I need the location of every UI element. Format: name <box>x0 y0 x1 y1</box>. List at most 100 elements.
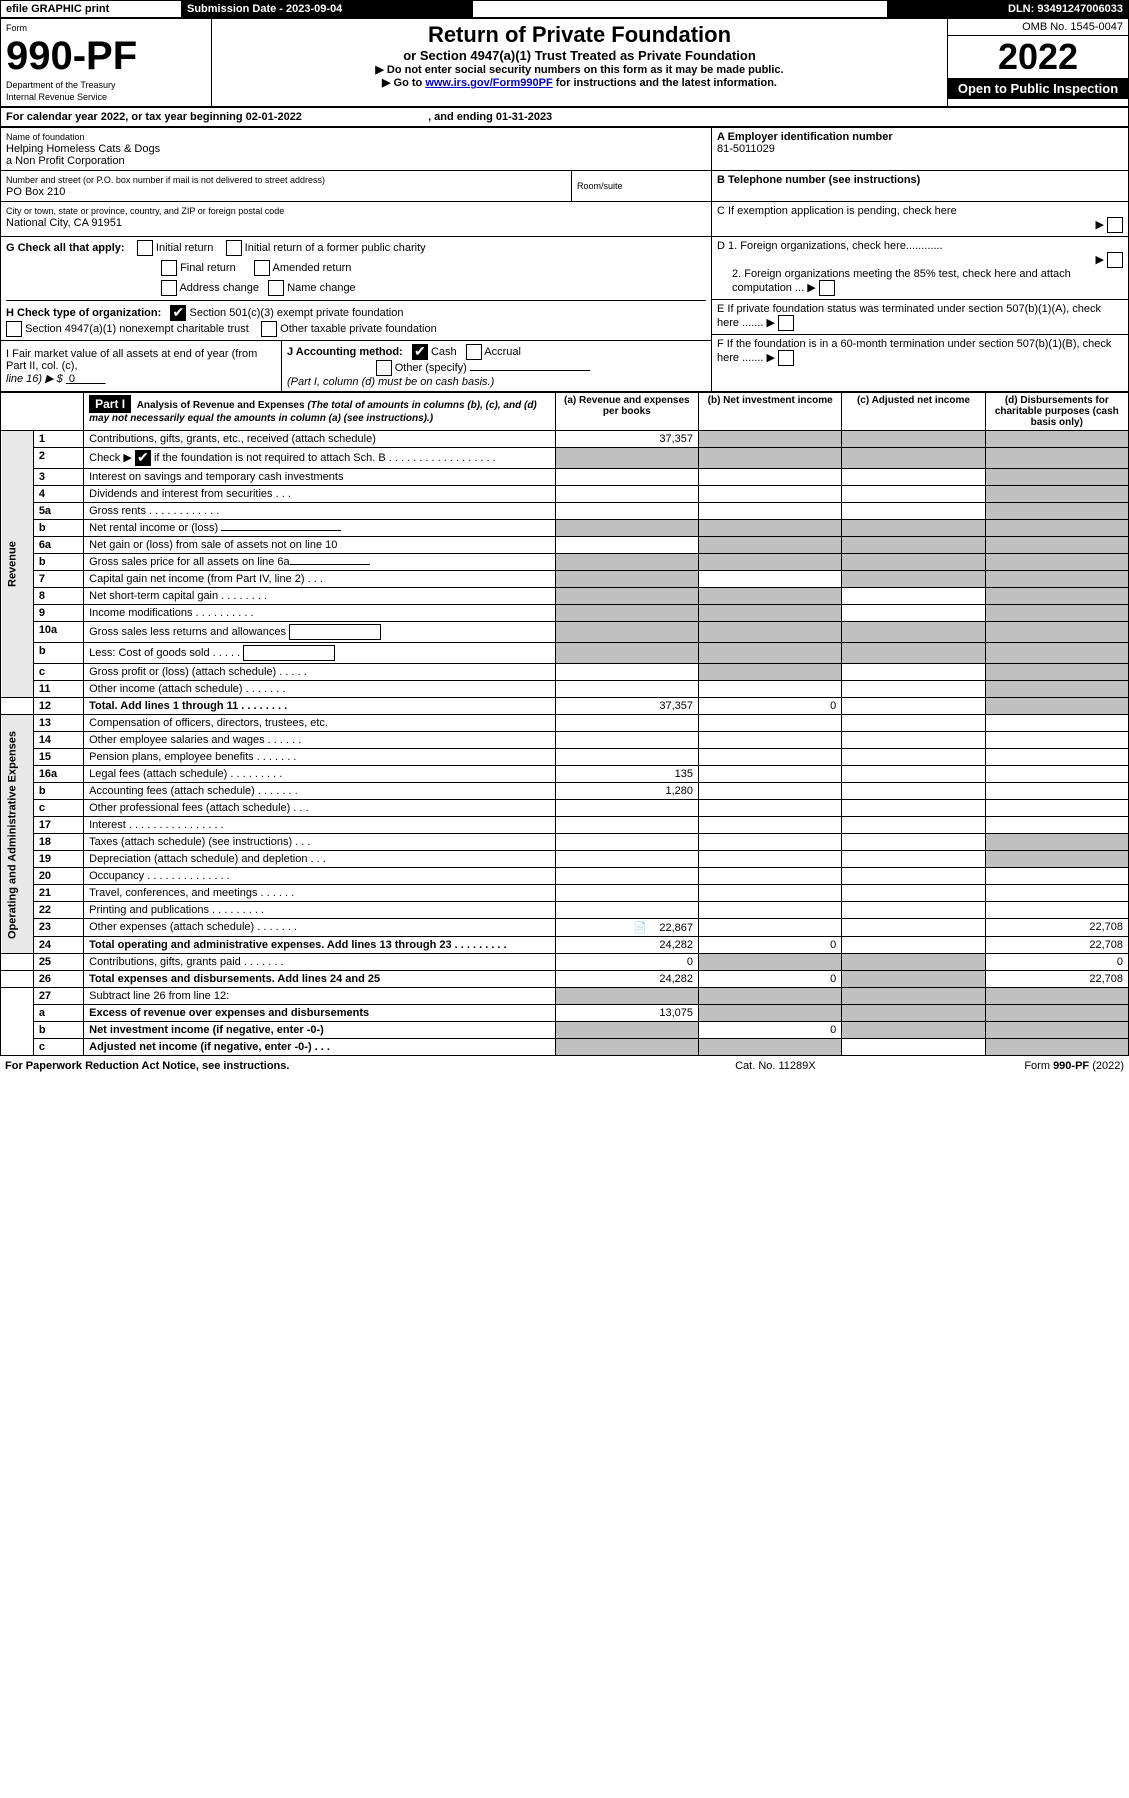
expenses-side: Operating and Administrative Expenses <box>1 715 34 954</box>
form990pf-link[interactable]: www.irs.gov/Form990PF <box>425 77 552 89</box>
row-num: 2 <box>33 448 83 469</box>
instr1: ▶ Do not enter social security numbers o… <box>375 64 783 76</box>
h-501c3-cb[interactable]: ✔ <box>170 305 186 321</box>
footer-right-form: 990-PF <box>1053 1060 1089 1072</box>
street-address: PO Box 210 <box>6 186 65 198</box>
ein: 81-5011029 <box>717 143 775 155</box>
footer-mid: Cat. No. 11289X <box>672 1058 879 1074</box>
h-4947-cb[interactable] <box>6 321 22 337</box>
subdate: 2023-09-04 <box>286 3 342 15</box>
arrow-icon: ▶ <box>807 282 815 294</box>
row-desc: Contributions, gifts, grants, etc., rece… <box>84 431 556 448</box>
form-title: Return of Private Foundation <box>217 22 942 48</box>
instr2-post: for instructions and the latest informat… <box>553 77 777 89</box>
g-label: G Check all that apply: <box>6 242 125 254</box>
foundation-name2: a Non Profit Corporation <box>6 155 125 167</box>
j-other: Other (specify) <box>395 362 467 374</box>
cal-mid: , and ending <box>428 111 496 123</box>
j-accrual: Accrual <box>484 346 521 358</box>
col-c: (c) Adjusted net income <box>842 393 985 431</box>
j-note: (Part I, column (d) must be on cash basi… <box>287 376 494 388</box>
j-cash: Cash <box>431 346 457 358</box>
ein-label: A Employer identification number <box>717 131 893 143</box>
row-val-a: 37,357 <box>555 431 698 448</box>
g-address-cb[interactable] <box>161 280 177 296</box>
g-name-cb[interactable] <box>268 280 284 296</box>
g-amended: Amended return <box>273 262 352 274</box>
c-checkbox[interactable] <box>1107 217 1123 233</box>
city: National City, CA 91951 <box>6 217 122 229</box>
d1-cb[interactable] <box>1107 252 1123 268</box>
form-title-box: Form 990-PF Department of the Treasury I… <box>0 18 1129 107</box>
h-4947: Section 4947(a)(1) nonexempt charitable … <box>25 323 249 335</box>
part1-header: Part I Analysis of Revenue and Expenses … <box>0 392 1129 1056</box>
arrow-icon: ▶ <box>1095 219 1103 231</box>
name-label: Name of foundation <box>6 132 85 142</box>
footer-left: For Paperwork Reduction Act Notice, see … <box>5 1060 289 1072</box>
arrow-icon: ▶ <box>767 352 775 364</box>
city-label: City or town, state or province, country… <box>6 206 284 216</box>
irs: Internal Revenue Service <box>6 92 107 102</box>
h-label: H Check type of organization: <box>6 307 161 319</box>
identification-block: Name of foundation Helping Homeless Cats… <box>0 127 1129 392</box>
part1-label: Part I <box>89 395 131 413</box>
instr2-pre: ▶ Go to <box>382 77 425 89</box>
foundation-name1: Helping Homeless Cats & Dogs <box>6 143 160 155</box>
g-final-cb[interactable] <box>161 260 177 276</box>
open-public: Open to Public Inspection <box>948 78 1128 99</box>
col-a: (a) Revenue and expenses per books <box>555 393 698 431</box>
g-initial-cb[interactable] <box>137 240 153 256</box>
row-num: 1 <box>33 431 83 448</box>
cal-end: 01-31-2023 <box>496 111 552 123</box>
col-b: (b) Net investment income <box>698 393 841 431</box>
g-address: Address change <box>179 282 259 294</box>
room-label: Room/suite <box>577 181 623 191</box>
row-desc: Check ▶ ✔ if the foundation is not requi… <box>84 448 556 469</box>
h-other-cb[interactable] <box>261 321 277 337</box>
j-accrual-cb[interactable] <box>466 344 482 360</box>
addr-label: Number and street (or P.O. box number if… <box>6 175 325 185</box>
dln: 93491247006033 <box>1037 3 1123 15</box>
d1: D 1. Foreign organizations, check here..… <box>717 240 943 252</box>
tax-year: 2022 <box>948 36 1128 78</box>
form-number: 990-PF <box>6 34 137 78</box>
part1-title: Analysis of Revenue and Expenses <box>137 400 305 411</box>
col-d: (d) Disbursements for charitable purpose… <box>985 393 1128 431</box>
schb-cb[interactable]: ✔ <box>135 450 151 466</box>
f-text: F If the foundation is in a 60-month ter… <box>717 338 1111 364</box>
arrow-icon: ▶ <box>1095 254 1103 266</box>
calendar-year-row: For calendar year 2022, or tax year begi… <box>0 107 1129 127</box>
i-text: I Fair market value of all assets at end… <box>6 348 257 372</box>
j-other-cb[interactable] <box>376 360 392 376</box>
efile-label: efile GRAPHIC print <box>6 3 109 15</box>
subdate-label: Submission Date - <box>187 3 286 15</box>
j-cash-cb[interactable]: ✔ <box>412 344 428 360</box>
c-label: C If exemption application is pending, c… <box>717 205 957 217</box>
g-initial-former: Initial return of a former public charit… <box>245 242 426 254</box>
cal-text: For calendar year 2022, or tax year begi… <box>6 111 246 123</box>
cal-begin: 02-01-2022 <box>246 111 302 123</box>
i-val: 0 <box>69 373 75 385</box>
d2: 2. Foreign organizations meeting the 85%… <box>732 268 1071 294</box>
h-other: Other taxable private foundation <box>280 323 437 335</box>
arrow-icon: ▶ <box>767 317 775 329</box>
dln-label: DLN: <box>1008 3 1037 15</box>
d2-cb[interactable] <box>819 280 835 296</box>
h-501c3: Section 501(c)(3) exempt private foundat… <box>189 307 403 319</box>
e-cb[interactable] <box>778 315 794 331</box>
dept: Department of the Treasury <box>6 80 116 90</box>
g-initial-former-cb[interactable] <box>226 240 242 256</box>
f-cb[interactable] <box>778 350 794 366</box>
revenue-side: Revenue <box>1 431 34 698</box>
page-icon[interactable]: 📄 <box>633 922 647 934</box>
form-subtitle: or Section 4947(a)(1) Trust Treated as P… <box>217 48 942 63</box>
g-amended-cb[interactable] <box>254 260 270 276</box>
g-name: Name change <box>287 282 356 294</box>
i-line: line 16) ▶ $ <box>6 373 66 385</box>
phone-label: B Telephone number (see instructions) <box>717 174 920 186</box>
g-initial: Initial return <box>156 242 213 254</box>
page-footer: For Paperwork Reduction Act Notice, see … <box>0 1058 1129 1074</box>
efile-header: efile GRAPHIC print Submission Date - 20… <box>0 0 1129 18</box>
omb: OMB No. 1545-0047 <box>948 19 1128 36</box>
j-label: J Accounting method: <box>287 346 403 358</box>
